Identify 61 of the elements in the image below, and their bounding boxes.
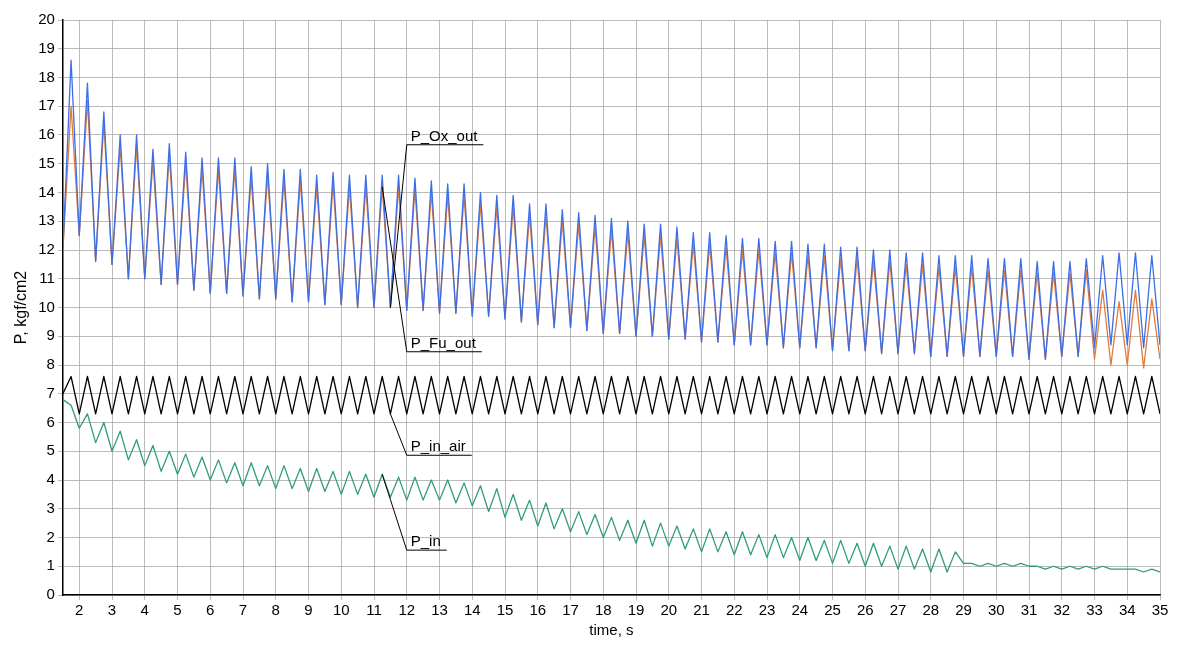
x-tick-label: 9 bbox=[304, 601, 313, 619]
x-tick-label: 34 bbox=[1118, 601, 1136, 619]
y-tick-label: 1 bbox=[46, 556, 55, 574]
x-tick-label: 8 bbox=[271, 601, 280, 619]
x-tick-label: 32 bbox=[1053, 601, 1071, 619]
x-tick-label: 31 bbox=[1020, 601, 1038, 619]
x-axis-title: time, s bbox=[589, 621, 634, 639]
y-tick-label: 11 bbox=[39, 268, 55, 286]
x-tick-label: 3 bbox=[107, 601, 117, 619]
x-tick-label: 17 bbox=[562, 601, 579, 619]
x-tick-label: 19 bbox=[627, 601, 645, 619]
x-tick-label: 13 bbox=[431, 601, 448, 619]
y-tick-label: 8 bbox=[46, 355, 55, 373]
x-tick-label: 33 bbox=[1086, 601, 1103, 619]
y-tick-label: 14 bbox=[38, 182, 55, 200]
y-tick-label: 6 bbox=[46, 412, 55, 430]
x-tick-label: 14 bbox=[463, 601, 481, 619]
series-label: P_in_air bbox=[410, 437, 466, 455]
text: P_Ox_out bbox=[410, 126, 479, 144]
y-tick-label: 15 bbox=[38, 153, 55, 171]
x-tick-label: 21 bbox=[693, 601, 710, 619]
y-tick-label: 20 bbox=[38, 10, 55, 28]
y-axis-title: P, kgf/cm2 bbox=[12, 270, 30, 345]
y-tick-label: 18 bbox=[38, 67, 55, 85]
y-tick-label: 13 bbox=[38, 211, 55, 229]
y-tick-label: 10 bbox=[38, 297, 55, 315]
x-tick-label: 26 bbox=[856, 601, 874, 619]
x-tick-label: 12 bbox=[398, 601, 416, 619]
x-tick-label: 4 bbox=[140, 601, 149, 619]
series-label: P_Fu_out bbox=[410, 333, 477, 351]
y-tick-label: 7 bbox=[46, 383, 55, 401]
x-tick-label: 2 bbox=[75, 601, 84, 619]
x-tick-label: 11 bbox=[366, 601, 382, 619]
x-tick-label: 29 bbox=[955, 601, 972, 619]
x-tick-label: 10 bbox=[332, 601, 350, 619]
y-tick-label: 17 bbox=[38, 96, 55, 114]
y-tick-label: 2 bbox=[46, 527, 55, 545]
x-tick-label: 20 bbox=[660, 601, 678, 619]
x-tick-label: 16 bbox=[529, 601, 547, 619]
x-tick-label: 23 bbox=[758, 601, 776, 619]
x-tick-label: 27 bbox=[889, 601, 907, 619]
x-tick-label: 24 bbox=[791, 601, 809, 619]
x-tick-label: 30 bbox=[987, 601, 1005, 619]
x-tick-label: 5 bbox=[173, 601, 182, 619]
x-tick-label: 22 bbox=[725, 601, 743, 619]
x-tick-label: 7 bbox=[238, 601, 248, 619]
y-tick-label: 16 bbox=[38, 125, 55, 143]
x-tick-label: 6 bbox=[206, 601, 215, 619]
x-tick-label: 35 bbox=[1151, 601, 1169, 619]
x-tick-label: 25 bbox=[824, 601, 841, 619]
x-tick-label: 18 bbox=[594, 601, 612, 619]
y-tick-label: 19 bbox=[38, 38, 55, 56]
y-tick-label: 3 bbox=[46, 498, 55, 516]
y-tick-label: 12 bbox=[38, 240, 55, 258]
y-tick-label: 5 bbox=[46, 441, 55, 459]
y-tick-label: 0 bbox=[46, 585, 55, 603]
y-tick-label: 4 bbox=[46, 470, 55, 488]
y-tick-label: 9 bbox=[46, 326, 55, 344]
x-tick-label: 15 bbox=[496, 601, 514, 619]
x-tick-label: 28 bbox=[922, 601, 940, 619]
text: P_in bbox=[410, 532, 441, 550]
